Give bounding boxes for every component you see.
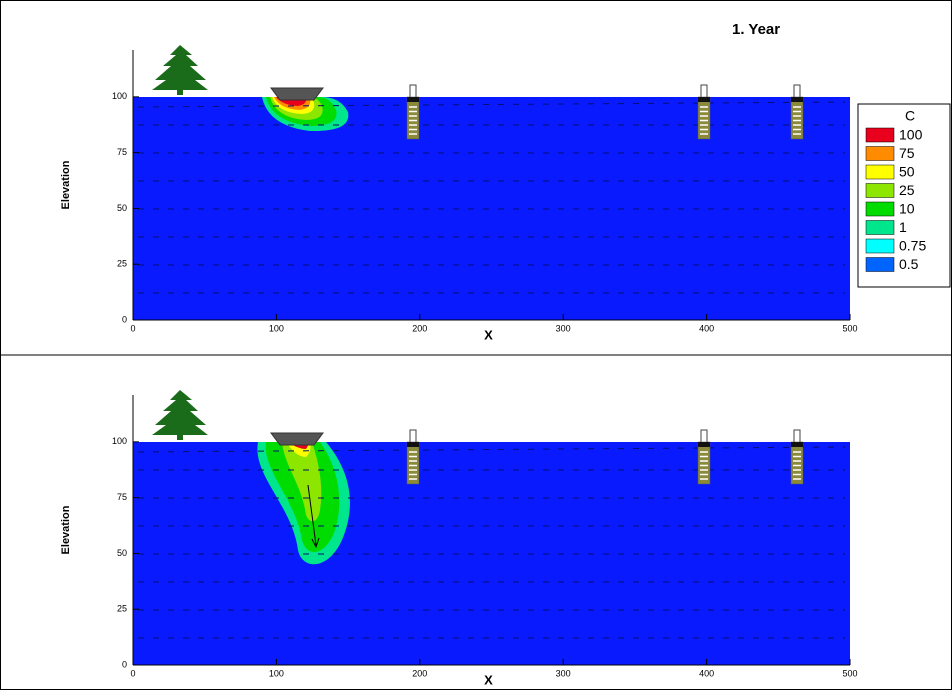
y-tick-label: 0 bbox=[122, 659, 127, 669]
legend-label: 1 bbox=[899, 219, 907, 235]
x-axis-label: X bbox=[484, 672, 493, 687]
y-tick-label: 25 bbox=[117, 604, 127, 614]
well bbox=[791, 442, 803, 484]
pond bbox=[271, 88, 323, 100]
x-axis-label: X bbox=[484, 327, 493, 342]
screenshot: 02550751000100200300400500XElevation1. Y… bbox=[0, 0, 952, 690]
y-axis-label: Elevation bbox=[60, 505, 72, 554]
legend-label: 25 bbox=[899, 182, 915, 198]
legend-label: 0.5 bbox=[899, 256, 919, 272]
y-tick-label: 100 bbox=[112, 91, 127, 101]
well-seal bbox=[698, 97, 710, 102]
legend-swatch bbox=[866, 202, 894, 216]
x-tick-label: 500 bbox=[842, 668, 857, 678]
y-axis-label: Elevation bbox=[60, 160, 72, 209]
x-tick-label: 0 bbox=[130, 668, 135, 678]
legend-swatch bbox=[866, 184, 894, 198]
x-tick-label: 0 bbox=[130, 323, 135, 333]
x-tick-label: 400 bbox=[699, 323, 714, 333]
legend-swatch bbox=[866, 128, 894, 142]
chart-title: 1. Year bbox=[732, 21, 780, 38]
legend-swatch bbox=[866, 258, 894, 272]
y-tick-label: 50 bbox=[117, 548, 127, 558]
well bbox=[698, 442, 710, 484]
y-tick-label: 25 bbox=[117, 259, 127, 269]
y-tick-label: 75 bbox=[117, 147, 127, 157]
x-tick-label: 400 bbox=[699, 668, 714, 678]
y-tick-label: 0 bbox=[122, 314, 127, 324]
x-tick-label: 200 bbox=[412, 668, 427, 678]
pond bbox=[271, 433, 323, 445]
y-tick-label: 100 bbox=[112, 436, 127, 446]
y-tick-label: 75 bbox=[117, 492, 127, 502]
x-tick-label: 300 bbox=[556, 323, 571, 333]
well bbox=[407, 97, 419, 139]
legend-title: C bbox=[905, 108, 915, 124]
x-tick-label: 500 bbox=[842, 323, 857, 333]
x-tick-label: 100 bbox=[269, 668, 284, 678]
well bbox=[407, 442, 419, 484]
legend-label: 100 bbox=[899, 127, 923, 143]
well-seal bbox=[698, 442, 710, 447]
well bbox=[698, 97, 710, 139]
legend-swatch bbox=[866, 239, 894, 253]
legend-swatch bbox=[866, 147, 894, 161]
well-seal bbox=[791, 97, 803, 102]
x-tick-label: 100 bbox=[269, 323, 284, 333]
legend-swatch bbox=[866, 165, 894, 179]
x-tick-label: 300 bbox=[556, 668, 571, 678]
legend: C 100 75 50 25 10 1 0.75 0.5 bbox=[858, 104, 950, 287]
well-seal bbox=[407, 97, 419, 102]
legend-label: 75 bbox=[899, 145, 915, 161]
tree-trunk bbox=[177, 433, 183, 440]
legend-label: 0.75 bbox=[899, 238, 926, 254]
legend-swatch bbox=[866, 221, 894, 235]
y-tick-label: 50 bbox=[117, 203, 127, 213]
legend-label: 10 bbox=[899, 201, 915, 217]
tree-trunk bbox=[177, 88, 183, 95]
legend-label: 50 bbox=[899, 164, 915, 180]
well bbox=[791, 97, 803, 139]
well-seal bbox=[407, 442, 419, 447]
x-tick-label: 200 bbox=[412, 323, 427, 333]
well-seal bbox=[791, 442, 803, 447]
